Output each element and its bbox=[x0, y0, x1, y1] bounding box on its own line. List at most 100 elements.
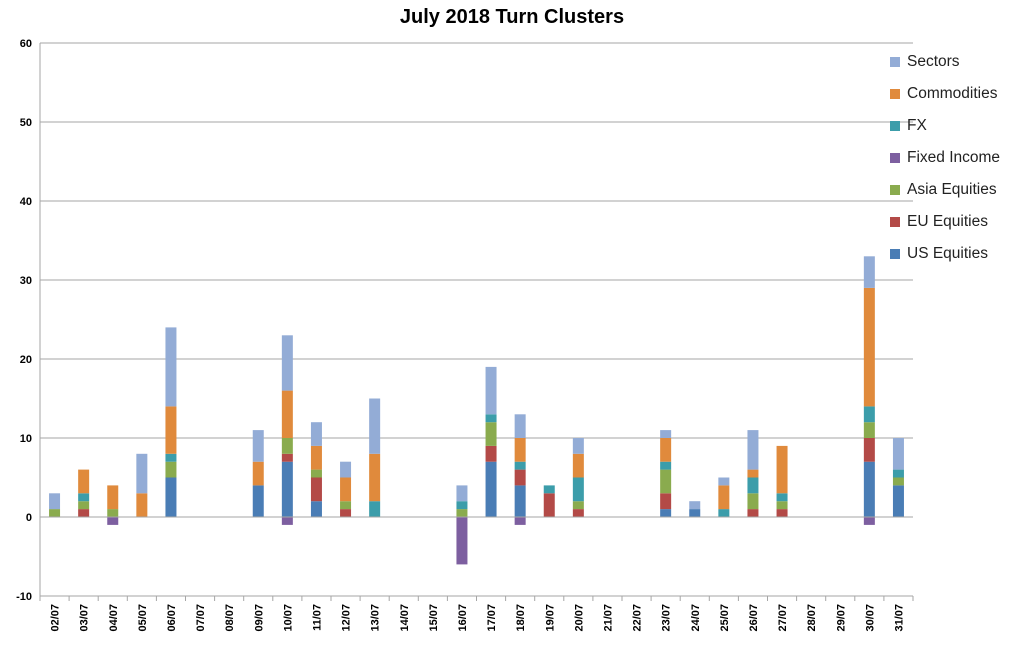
bar-segment bbox=[572, 501, 584, 510]
bar-segment bbox=[747, 430, 759, 470]
legend-swatch bbox=[890, 89, 900, 99]
x-tick-label: 19/07 bbox=[544, 604, 556, 632]
bar-segment bbox=[107, 485, 119, 510]
x-tick-label: 29/07 bbox=[835, 604, 847, 632]
bar-segment bbox=[281, 390, 293, 438]
legend-item: US Equities bbox=[890, 238, 1000, 270]
bar-segment bbox=[281, 461, 293, 517]
legend-item: FX bbox=[890, 110, 1000, 142]
bar-segment bbox=[776, 501, 788, 510]
y-tick-label: 10 bbox=[20, 433, 32, 445]
bar-segment bbox=[514, 469, 526, 486]
legend-label: Sectors bbox=[907, 53, 960, 70]
x-tick-label: 13/07 bbox=[370, 604, 382, 632]
bar-segment bbox=[718, 477, 730, 486]
legend-label: Commodities bbox=[907, 85, 998, 102]
x-tick-label: 22/07 bbox=[632, 604, 644, 632]
bar-segment bbox=[310, 477, 322, 502]
bar-segment bbox=[165, 406, 177, 454]
x-tick-label: 21/07 bbox=[602, 604, 614, 632]
x-tick-label: 27/07 bbox=[777, 604, 789, 632]
bar-segment bbox=[660, 509, 672, 517]
bar-segment bbox=[456, 485, 468, 502]
bar-segment bbox=[252, 461, 264, 486]
bar-segment bbox=[863, 406, 875, 423]
x-tick-label: 24/07 bbox=[690, 604, 702, 632]
bar-segment bbox=[689, 509, 701, 517]
bar-segment bbox=[514, 438, 526, 462]
bar-segment bbox=[863, 256, 875, 288]
bar-segment bbox=[165, 461, 177, 478]
legend-item: Commodities bbox=[890, 78, 1000, 110]
bar-segment bbox=[49, 509, 61, 517]
x-tick-label: 20/07 bbox=[573, 604, 585, 632]
bar-segment bbox=[107, 517, 119, 525]
bar-segment bbox=[369, 501, 381, 517]
x-tick-label: 09/07 bbox=[253, 604, 265, 632]
bar-segment bbox=[892, 438, 904, 470]
bar-segment bbox=[456, 509, 468, 517]
x-tick-label: 08/07 bbox=[224, 604, 236, 632]
bar-segment bbox=[718, 509, 730, 517]
bar-segment bbox=[252, 430, 264, 462]
legend-swatch bbox=[890, 185, 900, 195]
bar-segment bbox=[514, 414, 526, 438]
bar-segment bbox=[543, 485, 555, 494]
bar-segment bbox=[863, 438, 875, 462]
bar-segment bbox=[78, 509, 90, 517]
legend-item: Fixed Income bbox=[890, 142, 1000, 174]
bar-segment bbox=[456, 517, 468, 565]
x-tick-label: 28/07 bbox=[806, 604, 818, 632]
bar-segment bbox=[485, 366, 497, 415]
bar-segment bbox=[660, 469, 672, 494]
bar-segment bbox=[892, 477, 904, 486]
bar-segment bbox=[78, 501, 90, 510]
bar-segment bbox=[49, 493, 61, 510]
bar-segment bbox=[514, 461, 526, 470]
bar-segment bbox=[340, 477, 352, 502]
x-tick-label: 30/07 bbox=[864, 604, 876, 632]
bar-segment bbox=[78, 493, 90, 502]
bar-segment bbox=[165, 477, 177, 517]
x-tick-label: 23/07 bbox=[661, 604, 673, 632]
bar-segment bbox=[660, 461, 672, 470]
bar-segment bbox=[747, 493, 759, 510]
chart-title: July 2018 Turn Clusters bbox=[399, 6, 625, 28]
bar-segment bbox=[107, 509, 119, 517]
bar-segment bbox=[747, 469, 759, 478]
x-tick-label: 11/07 bbox=[311, 604, 323, 631]
bar-segment bbox=[340, 461, 352, 478]
bar-segment bbox=[485, 461, 497, 517]
bar-segment bbox=[747, 509, 759, 517]
bar-segment bbox=[136, 493, 148, 517]
y-tick-label: 0 bbox=[26, 512, 32, 524]
bar-segment bbox=[660, 493, 672, 510]
legend-label: EU Equities bbox=[907, 213, 988, 230]
y-tick-label: 50 bbox=[20, 117, 32, 129]
y-tick-label: 30 bbox=[20, 275, 32, 287]
bar-segment bbox=[485, 445, 497, 462]
legend-item: EU Equities bbox=[890, 206, 1000, 238]
bar-segment bbox=[281, 335, 293, 391]
legend-swatch bbox=[890, 57, 900, 67]
bar-segment bbox=[340, 501, 352, 510]
legend-swatch bbox=[890, 153, 900, 163]
bar-segment bbox=[310, 469, 322, 478]
legend-label: Fixed Income bbox=[907, 149, 1001, 166]
bar-segment bbox=[165, 453, 177, 462]
x-tick-label: 31/07 bbox=[893, 604, 905, 632]
bar-segment bbox=[340, 509, 352, 517]
x-tick-label: 07/07 bbox=[195, 604, 207, 632]
bar-segment bbox=[252, 485, 264, 517]
bar-segment bbox=[369, 398, 381, 454]
bar-segment bbox=[892, 469, 904, 478]
x-tick-label: 15/07 bbox=[428, 604, 440, 632]
bar-segment bbox=[776, 509, 788, 517]
legend-label: Asia Equities bbox=[907, 181, 997, 198]
x-tick-label: 16/07 bbox=[457, 604, 469, 632]
legend-item: Sectors bbox=[890, 46, 1000, 78]
bar-segment bbox=[892, 485, 904, 517]
bar-segment bbox=[660, 438, 672, 462]
bar-segment bbox=[572, 438, 584, 454]
x-tick-label: 12/07 bbox=[341, 604, 353, 632]
